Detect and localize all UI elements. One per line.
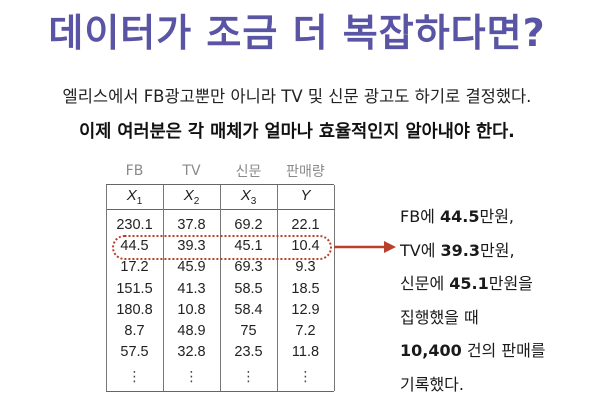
table-cell: 57.5 [120, 344, 149, 361]
explain-line: 10,400 건의 판매를 [400, 341, 546, 360]
table-cell: 32.8 [177, 344, 206, 361]
table-cell: 151.5 [116, 280, 153, 297]
table-cell: 11.8 [291, 344, 320, 361]
var-y: Y [300, 187, 311, 204]
table-cell: 69.3 [234, 259, 263, 276]
table-row: 230.1 37.8 69.2 22.1 [106, 214, 334, 235]
var-x3: X3 [240, 187, 257, 207]
table-grid: X1 X2 X3 Y 230.1 37.8 69.2 22.1 44.5 39.3 45.1… [106, 184, 335, 393]
table-cell: 230.1 [116, 216, 153, 233]
table-cell: 23.5 [234, 344, 263, 361]
table-cell: 10.8 [177, 301, 206, 318]
table-body: 230.1 37.8 69.2 22.1 44.5 39.3 45.1 10.4 17.2 45.… [106, 210, 334, 363]
col-header-fb: FB [125, 163, 144, 179]
ellipsis-cell: ⋮ [241, 368, 256, 385]
table-cell: 48.9 [177, 323, 206, 340]
table-row: 57.5 32.8 23.5 11.8 [106, 342, 334, 363]
table-cell: 17.2 [120, 259, 149, 276]
data-table: FB TV 신문 판매량 X1 X2 X3 Y 230.1 37.8 69.2 22.… [106, 158, 335, 393]
ellipsis-cell: ⋮ [298, 368, 313, 385]
table-cell: 10.4 [291, 237, 320, 254]
table-cell: 44.5 [120, 237, 149, 254]
slide-title: 데이터가 조금 더 복잡하다면? [48, 11, 546, 55]
explain-line: FB에 44.5만원, [400, 207, 515, 226]
ellipsis-cell: ⋮ [184, 368, 199, 385]
table-header-row: FB TV 신문 판매량 [106, 158, 334, 184]
col-header-newspaper: 신문 [235, 164, 262, 180]
table-row: 180.8 10.8 58.4 12.9 [106, 299, 334, 320]
table-cell: 18.5 [291, 280, 320, 297]
var-x2: X2 [183, 187, 200, 207]
table-row: 17.2 45.9 69.3 9.3 [106, 257, 334, 278]
table-cell: 75 [240, 323, 257, 340]
explain-line: 집행했을 때 [400, 307, 479, 327]
table-cell: 180.8 [116, 301, 153, 318]
arrow-right-icon [334, 241, 396, 253]
table-cell: 58.5 [234, 280, 263, 297]
explain-line: 신문에 45.1만원을 [400, 274, 533, 293]
col-header-sales: 판매량 [286, 164, 325, 180]
highlight-row-outline [112, 235, 332, 260]
explain-line: TV에 39.3만원, [400, 240, 515, 260]
table-cell: 58.4 [234, 301, 263, 318]
table-cell: 22.1 [291, 216, 320, 233]
table-row: 8.7 48.9 75 7.2 [106, 320, 334, 341]
var-x1: X1 [126, 187, 143, 207]
ellipsis-row: ⋮ ⋮ ⋮ ⋮ [106, 363, 334, 391]
table-cell: 45.1 [234, 237, 263, 254]
table-cell: 8.7 [124, 323, 145, 340]
explain-line: 기록했다. [400, 374, 464, 394]
subtitle: 엘리스에서 FB광고뿐만 아니라 TV 및 신문 광고도 하기로 결정했다. [62, 87, 532, 106]
table-cell: 7.2 [295, 323, 316, 340]
question-text: 이제 여러분은 각 매체가 얼마나 효율적인지 알아내야 한다. [79, 122, 515, 142]
col-header-tv: TV [182, 163, 201, 179]
table-row: 44.5 39.3 45.1 10.4 [106, 235, 334, 256]
table-cell: 39.3 [177, 237, 206, 254]
table-cell: 12.9 [291, 301, 320, 318]
table-cell: 41.3 [177, 280, 206, 297]
table-cell: 37.8 [177, 216, 206, 233]
table-cell: 9.3 [295, 259, 316, 276]
explanation-text: FB에 44.5만원, TV에 39.3만원, 신문에 45.1만원을 집행했을… [400, 200, 546, 401]
ellipsis-cell: ⋮ [127, 368, 142, 385]
table-cell: 69.2 [234, 216, 263, 233]
table-cell: 45.9 [177, 259, 206, 276]
table-row: 151.5 41.3 58.5 18.5 [106, 278, 334, 299]
